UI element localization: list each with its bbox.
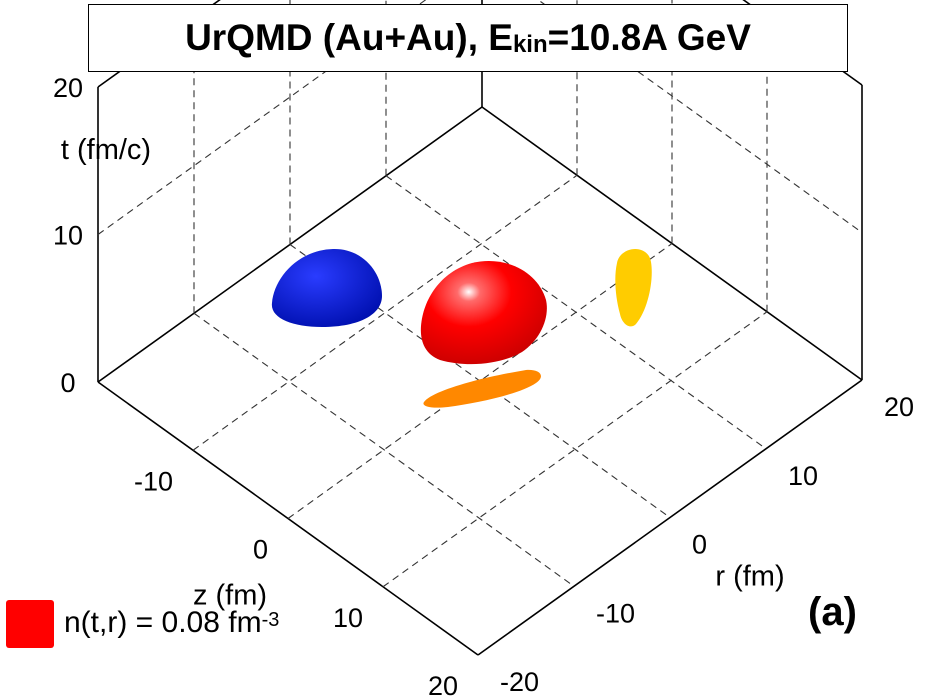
floor-grid-line bbox=[385, 175, 767, 450]
tick-label-z: 10 bbox=[333, 603, 363, 633]
tick-label-r: 20 bbox=[884, 392, 914, 422]
chart-title: UrQMD (Au+Au), Ekin=10.8A GeV bbox=[185, 17, 751, 58]
projection-zr-blob bbox=[423, 369, 541, 408]
tick-label-t: 0 bbox=[60, 368, 75, 398]
tick-label-z: -10 bbox=[134, 466, 173, 496]
floor-grid-line bbox=[382, 311, 768, 588]
floor-grid-line bbox=[192, 174, 578, 451]
tick-label-r: -20 bbox=[500, 667, 539, 697]
tick-label-t: 10 bbox=[53, 221, 83, 251]
projection-tz-blob bbox=[615, 248, 652, 327]
chart-title-box: UrQMD (Au+Au), Ekin=10.8A GeV bbox=[88, 4, 848, 72]
tick-label-t: 20 bbox=[53, 73, 83, 103]
box-edge bbox=[477, 379, 863, 656]
axis-labels: t (fm/c) z (fm) r (fm) bbox=[61, 134, 785, 612]
axis-label-t: t (fm/c) bbox=[61, 134, 151, 166]
tick-label-z: 20 bbox=[428, 671, 458, 699]
floor-grid-line bbox=[287, 243, 673, 519]
floor-grid-line bbox=[193, 312, 575, 587]
tick-label-z: 0 bbox=[253, 535, 268, 565]
axis-label-r: r (fm) bbox=[715, 561, 784, 593]
axis-label-z: z (fm) bbox=[193, 580, 267, 612]
panel-label: (a) bbox=[808, 590, 857, 634]
legend-label: n(t,r) = 0.08 fm-3 bbox=[64, 606, 280, 639]
grid-lines bbox=[97, 0, 863, 588]
tick-label-r: -10 bbox=[596, 598, 635, 628]
isosurface-red-blob bbox=[420, 261, 547, 365]
legend-swatch bbox=[6, 600, 54, 648]
isosurface-blobs bbox=[271, 248, 652, 408]
tick-label-r: 0 bbox=[692, 530, 707, 560]
tick-label-r: 10 bbox=[788, 461, 818, 491]
projection-tr-blob bbox=[271, 248, 382, 327]
tick-labels: 0 10 20 -10 0 10 20 -20 -10 0 10 20 bbox=[53, 73, 914, 699]
wall-grid-line bbox=[97, 0, 427, 235]
